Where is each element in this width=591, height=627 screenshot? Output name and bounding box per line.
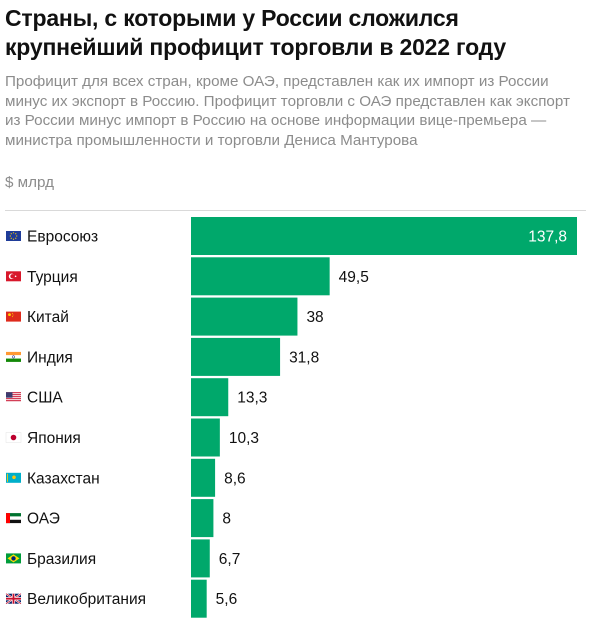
bar: [191, 257, 330, 296]
uk-flag-icon: [5, 592, 22, 605]
bar: [191, 579, 207, 618]
turkey-flag-icon: [6, 271, 21, 282]
category-label: Индия: [27, 349, 73, 366]
uae-flag-icon: [6, 513, 21, 524]
bar-row: Япония 10,3: [5, 418, 259, 457]
bar-row: Турция 49,5: [6, 257, 369, 296]
bar: [191, 499, 214, 538]
kazakhstan-flag-icon: [6, 472, 21, 483]
bar-row: Индия 31,8: [6, 337, 319, 376]
bar-row: Евросоюз 137,8: [6, 217, 577, 255]
bar-row: ОАЭ 8: [6, 499, 231, 538]
value-label: 8,6: [224, 470, 246, 487]
category-label: Казахстан: [27, 470, 100, 487]
value-label: 38: [306, 309, 323, 326]
india-flag-icon: [6, 351, 21, 362]
value-label: 31,8: [289, 349, 319, 366]
category-label: Китай: [27, 309, 69, 326]
bar-row: Великобритания 5,6: [5, 579, 238, 618]
unit-label: $ млрд: [5, 174, 54, 191]
brazil-flag-icon: [6, 553, 21, 564]
japan-flag-icon: [5, 432, 22, 443]
value-label: 137,8: [528, 229, 567, 246]
bar: [191, 458, 216, 497]
usa-flag-icon: [6, 392, 21, 403]
category-label: ОАЭ: [27, 511, 60, 528]
china-flag-icon: [6, 311, 21, 322]
bar-row: Бразилия 6,7: [6, 539, 241, 578]
bar-row: США 13,3: [6, 378, 267, 417]
value-label: 6,7: [219, 551, 241, 568]
bar: [191, 297, 298, 336]
bar: [191, 418, 220, 457]
bar: [191, 217, 577, 255]
bar: [191, 539, 210, 578]
bar-chart: Евросоюз 137,8 Турция 49,5 Китай 38 Индия 31,8 С…: [5, 217, 577, 618]
bar-row: Китай 38: [6, 297, 324, 336]
bar: [191, 337, 281, 376]
chart-title: Страны, с которыми у России сложился кру…: [5, 5, 506, 60]
bar-row: Казахстан 8,6: [6, 458, 246, 497]
value-label: 49,5: [339, 269, 369, 286]
value-label: 5,6: [216, 591, 238, 608]
category-label: Япония: [27, 430, 81, 447]
eu-flag-icon: [6, 231, 21, 241]
category-label: США: [27, 390, 63, 407]
category-label: Бразилия: [27, 551, 96, 568]
bar: [191, 378, 229, 417]
category-label: Великобритания: [27, 591, 146, 608]
value-label: 8: [222, 511, 231, 528]
divider: [5, 210, 586, 211]
chart-subtitle: Профицит для всех стран, кроме ОАЭ, пред…: [5, 73, 570, 149]
category-label: Турция: [27, 269, 78, 286]
value-label: 10,3: [229, 430, 259, 447]
category-label: Евросоюз: [27, 229, 98, 246]
value-label: 13,3: [237, 390, 267, 407]
